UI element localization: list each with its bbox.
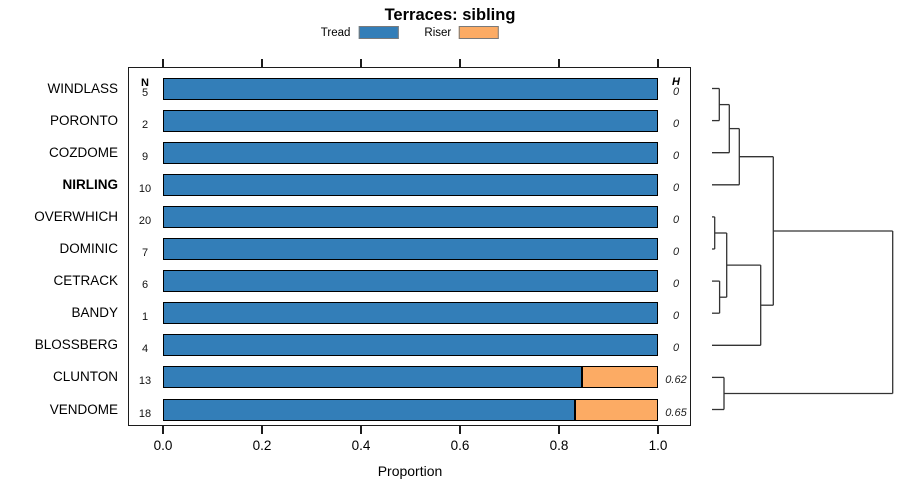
h-value: 0 [672,310,680,323]
tread-segment [163,77,658,100]
h-value: 0.65 [665,406,687,419]
category-label-overwhich: OVERWHICH [34,208,118,224]
top-tick-0.2 [261,59,263,67]
category-label-blossberg: BLOSSBERG [34,337,118,353]
n-value: 2 [141,118,149,131]
category-label-clunton: CLUNTON [52,369,118,385]
riser-segment [575,398,658,421]
top-tick-1.0 [657,59,659,67]
n-value: 7 [141,247,149,259]
stacked-bar-vendome [163,398,658,421]
x-tick-label-0.0: 0.0 [153,438,173,453]
tread-segment [163,270,658,293]
n-value: 6 [141,279,149,292]
h-value: 0 [672,181,680,194]
tread-segment [163,366,582,389]
h-value: 0 [672,278,680,291]
x-axis-label: Proportion [377,463,443,479]
n-value: 1 [141,311,149,324]
h-value: 0 [672,342,680,355]
bottom-tick-0.8 [558,426,560,434]
x-tick-label-0.6: 0.6 [450,438,470,453]
bottom-tick-0.4 [360,426,362,434]
tread-segment [163,109,658,132]
n-value: 20 [138,214,152,227]
h-value: 0 [672,213,680,226]
legend-swatch-riser [459,26,500,39]
tread-segment [163,302,658,325]
n-column-header: N [141,77,149,89]
top-tick-0.8 [558,59,560,67]
n-value: 10 [138,182,152,195]
bottom-tick-0.6 [459,426,461,434]
tread-segment [163,238,658,260]
top-tick-0.6 [459,59,461,67]
n-value: 13 [138,375,152,388]
n-value: 5 [141,86,149,99]
category-label-cozdome: COZDOME [49,144,118,160]
top-tick-0.4 [360,59,362,67]
n-value: 18 [138,407,152,420]
stacked-bar-clunton [163,366,658,389]
tread-segment [163,334,658,357]
chart-title: Terraces: sibling [384,6,516,24]
h-value: 0 [672,85,680,98]
category-label-vendome: VENDOME [49,401,118,417]
legend: Tread Riser [320,26,500,39]
stacked-bar-cetrack [163,270,658,293]
category-label-dominic: DOMINIC [59,241,119,256]
h-column-header: H [672,76,680,88]
stacked-bar-nirling [163,173,658,196]
h-value: 0 [672,149,680,162]
x-tick-label-1.0: 1.0 [648,438,668,453]
stacked-bar-bandy [163,302,658,325]
stacked-bar-poronto [163,109,658,132]
stacked-bar-overwhich [163,205,658,228]
riser-segment [581,366,658,389]
legend-label-tread: Tread [320,26,351,39]
category-label-nirling: NIRLING [62,176,119,192]
stacked-bar-cozdome [163,141,658,164]
stacked-bar-dominic [163,238,658,260]
h-value: 0.62 [665,374,687,387]
h-value: 0 [672,117,680,130]
x-tick-label-0.4: 0.4 [351,438,371,453]
legend-swatch-tread [358,26,399,39]
category-label-windlass: WINDLASS [47,80,118,96]
n-value: 4 [141,343,149,356]
stacked-bar-windlass [163,77,658,100]
x-tick-label-0.8: 0.8 [549,438,569,453]
bottom-tick-1.0 [657,426,659,434]
x-tick-label-0.2: 0.2 [252,438,272,453]
stacked-bar-blossberg [163,334,658,357]
tread-segment [163,398,576,421]
tread-segment [163,173,658,196]
category-label-cetrack: CETRACK [53,273,118,289]
category-label-poronto: PORONTO [49,112,118,128]
legend-label-riser: Riser [424,26,452,39]
n-value: 9 [141,150,149,163]
tread-segment [163,141,658,164]
bottom-tick-0.0 [162,426,164,434]
top-tick-0.0 [162,59,164,67]
bottom-tick-0.2 [261,426,263,434]
category-label-bandy: BANDY [71,305,118,321]
h-value: 0 [672,246,680,258]
tread-segment [163,205,658,228]
